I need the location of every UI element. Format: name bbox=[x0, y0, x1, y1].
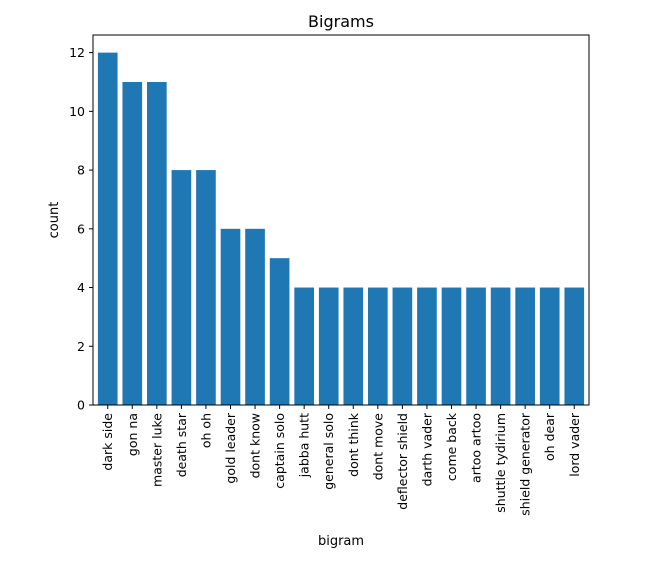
x-axis-label: bigram bbox=[318, 534, 364, 549]
x-tick-label: shuttle tydirium bbox=[493, 413, 508, 513]
y-tick-label: 10 bbox=[69, 104, 85, 119]
chart-title: Bigrams bbox=[308, 12, 374, 31]
bar-oh-dear bbox=[539, 287, 560, 405]
bar-dont-move bbox=[368, 287, 388, 405]
x-tick-label: dont think bbox=[346, 412, 361, 477]
bar-gold-leader bbox=[220, 228, 241, 405]
bar-master-luke bbox=[147, 81, 167, 405]
x-tick-label: master luke bbox=[149, 413, 164, 487]
x-tick-label: dont move bbox=[370, 413, 385, 481]
y-tick-label: 0 bbox=[77, 398, 85, 413]
x-tick-label: jabba hutt bbox=[297, 413, 312, 478]
bar-dont-think bbox=[343, 287, 364, 405]
x-tick-label: shield generator bbox=[518, 412, 533, 516]
x-tick-label: artoo artoo bbox=[469, 413, 484, 483]
bar-come-back bbox=[441, 287, 462, 405]
x-tick-label: darth vader bbox=[419, 412, 434, 486]
x-tick-label: death star bbox=[174, 412, 189, 477]
bar-lord-vader bbox=[564, 287, 585, 405]
y-axis-ticks: 0 2 4 6 8 10 12 bbox=[69, 45, 93, 413]
bar-dont-know bbox=[245, 228, 265, 405]
bar-darth-vader bbox=[417, 287, 437, 405]
bar-gon-na bbox=[122, 81, 143, 405]
x-tick-label: captain solo bbox=[272, 413, 287, 489]
bars bbox=[97, 52, 585, 405]
y-tick-label: 12 bbox=[69, 45, 85, 60]
y-tick-label: 6 bbox=[77, 221, 85, 236]
y-tick-label: 8 bbox=[77, 163, 85, 178]
bar-jabba-hutt bbox=[294, 287, 314, 405]
bar-oh-oh bbox=[196, 170, 216, 405]
bar-shield-generator bbox=[515, 287, 535, 405]
plot-area-frame bbox=[92, 34, 590, 406]
x-tick-label: deflector shield bbox=[395, 413, 410, 510]
x-tick-label: oh dear bbox=[542, 412, 557, 461]
x-tick-label: dont know bbox=[248, 413, 263, 478]
x-tick-label: oh oh bbox=[198, 413, 213, 448]
x-tick-label: gon na bbox=[125, 413, 140, 456]
bar-deflector-shield bbox=[392, 287, 413, 405]
y-axis-label: count bbox=[47, 202, 62, 239]
bar-general-solo bbox=[318, 287, 339, 405]
x-tick-label: lord vader bbox=[567, 412, 582, 477]
x-tick-label: gold leader bbox=[223, 412, 238, 483]
bar-death-star bbox=[171, 170, 192, 405]
bar-captain-solo bbox=[269, 258, 290, 405]
bar-shuttle-tydirium bbox=[490, 287, 511, 405]
x-axis-ticks: dark side gon na master luke death star oh o… bbox=[100, 405, 582, 516]
y-tick-label: 2 bbox=[77, 339, 85, 354]
x-tick-label: dark side bbox=[100, 413, 115, 471]
bar-artoo-artoo bbox=[466, 287, 486, 405]
y-tick-label: 4 bbox=[77, 280, 85, 295]
bar-dark-side bbox=[97, 52, 118, 405]
x-tick-label: come back bbox=[444, 412, 459, 481]
x-tick-label: general solo bbox=[321, 413, 336, 490]
